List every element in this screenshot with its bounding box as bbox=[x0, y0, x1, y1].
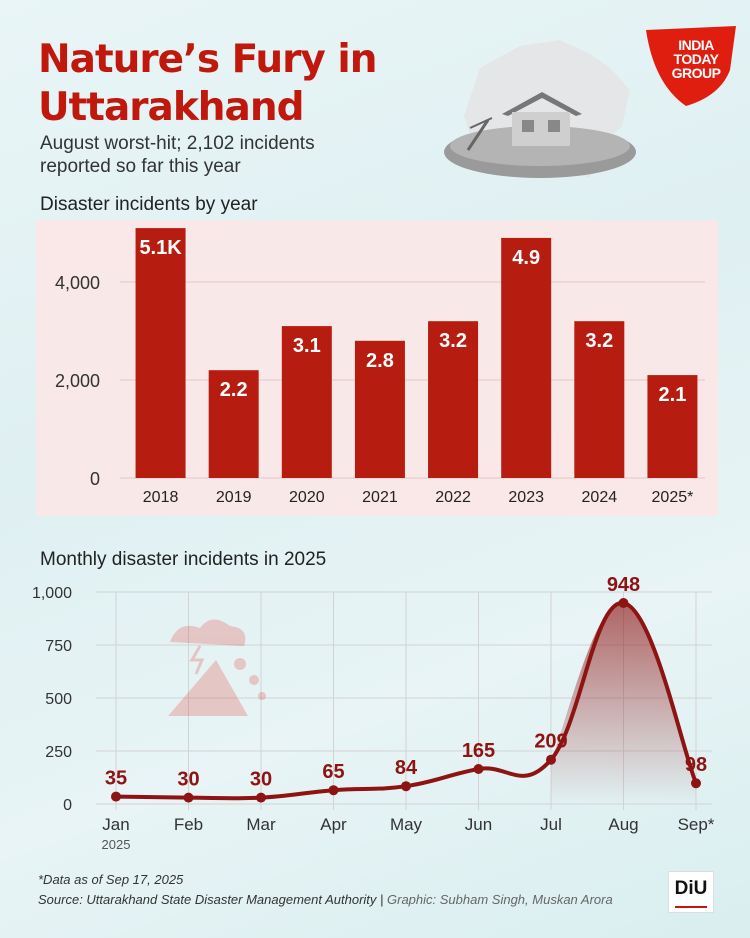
y-tick-label: 1,000 bbox=[32, 585, 72, 602]
bar-2025 bbox=[647, 375, 698, 478]
bar-2018 bbox=[135, 228, 186, 478]
x-tick-label: Feb bbox=[174, 815, 203, 834]
y-tick-label: 2,000 bbox=[55, 371, 100, 391]
bar-value-label: 5.1K bbox=[139, 237, 182, 259]
data-point-jan bbox=[111, 791, 121, 802]
landslide-storm-icon bbox=[168, 619, 266, 716]
flooded-house-map-illustration bbox=[444, 40, 636, 178]
bar-2019 bbox=[208, 370, 259, 478]
x-tick-label: 2023 bbox=[508, 489, 544, 506]
data-label: 65 bbox=[322, 761, 344, 783]
bar-value-label: 3.2 bbox=[585, 330, 613, 352]
data-label: 165 bbox=[462, 740, 495, 762]
x-tick-label: Mar bbox=[246, 815, 276, 834]
area-fill bbox=[551, 602, 696, 804]
bar-2023 bbox=[501, 237, 552, 478]
line-chart-title: Monthly disaster incidents in 2025 bbox=[40, 549, 327, 570]
bar-value-label: 3.1 bbox=[293, 335, 321, 357]
x-tick-label: Jun bbox=[465, 815, 492, 834]
bar-2022 bbox=[428, 321, 479, 478]
data-label: 209 bbox=[534, 731, 567, 753]
title-line-2: Uttarakhand bbox=[38, 85, 305, 130]
data-point-jul bbox=[546, 754, 556, 765]
y-tick-label: 4,000 bbox=[55, 273, 100, 293]
series-line bbox=[114, 601, 698, 801]
data-label: 948 bbox=[607, 574, 640, 596]
data-point-mar bbox=[256, 792, 266, 803]
x-tick-label: 2022 bbox=[435, 489, 471, 506]
y-tick-label: 0 bbox=[63, 797, 72, 814]
y-tick-label: 750 bbox=[45, 638, 72, 655]
page-subtitle: August worst-hit; 2,102 incidents report… bbox=[40, 133, 315, 177]
y-tick-label: 500 bbox=[45, 691, 72, 708]
bar-chart-title: Disaster incidents by year bbox=[40, 194, 258, 215]
x-tick-sublabel: 2025 bbox=[102, 837, 131, 852]
bar-value-label: 3.2 bbox=[439, 330, 467, 352]
india-today-logo bbox=[646, 26, 736, 106]
data-point-aug bbox=[618, 598, 629, 609]
bar-2020 bbox=[281, 326, 332, 478]
credit-text: Graphic: Subham Singh, Muskan Arora bbox=[387, 892, 613, 907]
source-text: Source: Uttarakhand State Disaster Manag… bbox=[38, 892, 388, 907]
data-label: 30 bbox=[177, 769, 199, 791]
source-line: Source: Uttarakhand State Disaster Manag… bbox=[38, 892, 613, 907]
x-tick-label: Jul bbox=[540, 815, 562, 834]
bar-2021 bbox=[354, 340, 405, 478]
bar-value-label: 2.8 bbox=[366, 350, 394, 372]
data-label: 35 bbox=[105, 768, 127, 790]
title-line-1: Nature’s Fury in bbox=[38, 37, 377, 82]
page-title: Nature’s Fury in Uttarakhand bbox=[38, 36, 377, 132]
data-label: 30 bbox=[250, 769, 272, 791]
footnote: *Data as of Sep 17, 2025 bbox=[38, 872, 184, 887]
bar-2024 bbox=[574, 321, 625, 478]
data-point-sep bbox=[691, 778, 701, 789]
bar-value-label: 4.9 bbox=[512, 247, 540, 269]
y-tick-label: 0 bbox=[90, 469, 100, 489]
x-tick-label: 2020 bbox=[289, 489, 325, 506]
x-tick-label: Aug bbox=[608, 815, 638, 834]
data-label: 98 bbox=[685, 754, 707, 776]
data-point-may bbox=[401, 781, 411, 792]
x-tick-label: 2018 bbox=[143, 489, 179, 506]
bar-value-label: 2.2 bbox=[220, 379, 248, 401]
data-point-jun bbox=[473, 764, 484, 775]
data-point-apr bbox=[328, 785, 339, 796]
y-tick-label: 250 bbox=[45, 744, 72, 761]
x-tick-label: 2019 bbox=[216, 489, 252, 506]
data-label: 84 bbox=[395, 757, 418, 779]
bar-chart-panel bbox=[36, 220, 718, 516]
x-tick-label: Jan bbox=[102, 815, 129, 834]
bar-value-label: 2.1 bbox=[659, 384, 687, 406]
diu-logo: DiU bbox=[668, 871, 714, 913]
x-tick-label: 2021 bbox=[362, 489, 398, 506]
logo-text: INDIA TODAY GROUP bbox=[671, 37, 721, 81]
x-tick-label: Apr bbox=[320, 815, 347, 834]
data-point-feb bbox=[183, 792, 194, 803]
x-tick-label: May bbox=[390, 815, 423, 834]
x-tick-label: 2024 bbox=[582, 489, 618, 506]
x-tick-label: 2025* bbox=[652, 489, 694, 506]
x-tick-label: Sep* bbox=[678, 815, 715, 834]
